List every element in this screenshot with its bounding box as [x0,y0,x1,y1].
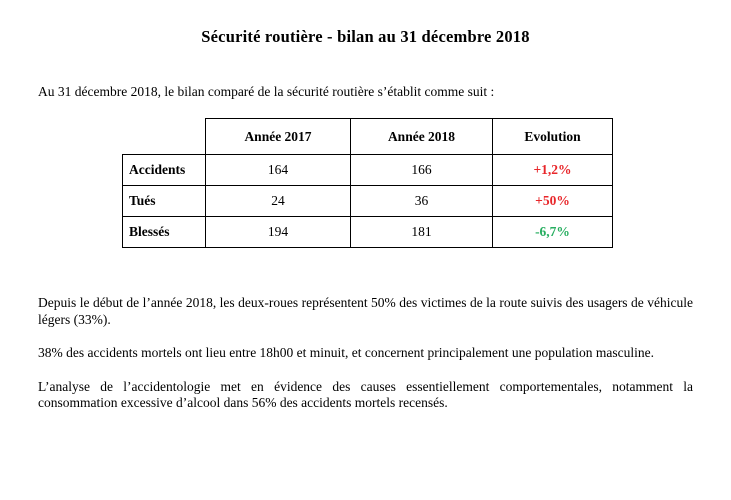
column-header-annee-2017: Année 2017 [205,118,351,155]
table-row-accidents: Accidents 164 166 +1,2% [122,154,613,186]
cell-tues-2017: 24 [205,185,351,217]
row-label-tues: Tués [122,185,206,217]
cell-blesses-evolution: -6,7% [492,216,613,248]
column-header-evolution: Evolution [492,118,613,155]
intro-paragraph: Au 31 décembre 2018, le bilan comparé de… [38,84,495,99]
table-header-row: Année 2017 Année 2018 Evolution [122,118,613,155]
row-label-accidents: Accidents [122,154,206,186]
column-header-annee-2018: Année 2018 [350,118,493,155]
paragraph-deux-roues: Depuis le début de l’année 2018, les deu… [38,295,693,327]
table-row-blesses: Blessés 194 181 -6,7% [122,216,613,248]
cell-accidents-evolution: +1,2% [492,154,613,186]
body-paragraphs: Depuis le début de l’année 2018, les deu… [38,295,693,429]
cell-accidents-2018: 166 [350,154,493,186]
paragraph-accidents-mortels: 38% des accidents mortels ont lieu entre… [38,345,654,360]
paragraph-accidentologie: L’analyse de l’accidentologie met en évi… [38,378,693,411]
table-row-tues: Tués 24 36 +50% [122,185,613,217]
cell-tues-2018: 36 [350,185,493,217]
road-safety-table: Année 2017 Année 2018 Evolution Accident… [122,118,613,248]
page-title: Sécurité routière - bilan au 31 décembre… [201,27,530,46]
table-corner-cell [122,118,206,155]
cell-accidents-2017: 164 [205,154,351,186]
cell-blesses-2018: 181 [350,216,493,248]
row-label-blesses: Blessés [122,216,206,248]
cell-tues-evolution: +50% [492,185,613,217]
cell-blesses-2017: 194 [205,216,351,248]
